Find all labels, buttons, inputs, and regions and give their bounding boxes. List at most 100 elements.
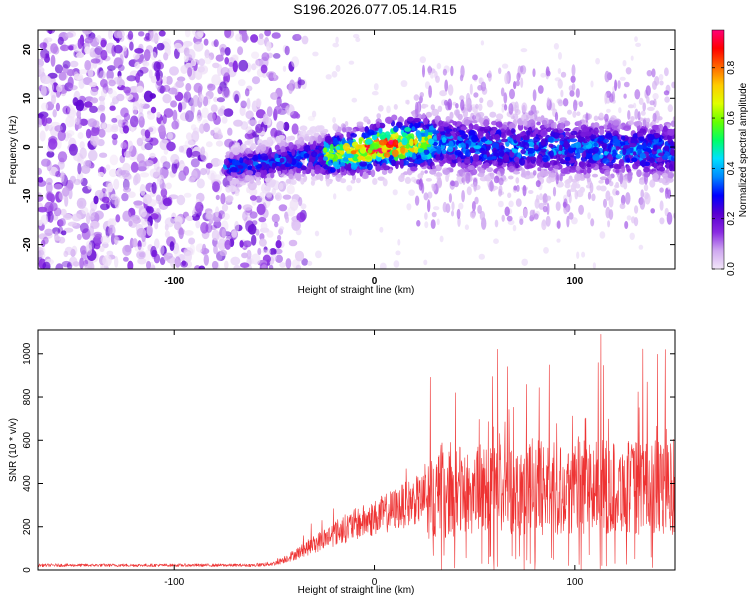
spectrogram-cell [100, 89, 107, 99]
spectrogram-cell [659, 217, 665, 225]
spectrogram-cell [562, 201, 567, 208]
spectrogram-cell [453, 127, 457, 133]
spectrogram-cell [477, 132, 484, 140]
spectrogram-cell [251, 51, 260, 59]
spectrogram-cell [318, 125, 325, 131]
spectrogram-cell [185, 83, 192, 92]
spectrogram-cell [120, 170, 130, 178]
spectrogram-cell [392, 139, 399, 148]
spectrogram-cell [540, 148, 547, 153]
spectrogram-cell [306, 260, 313, 266]
spectrogram-cell [460, 126, 468, 131]
spectrogram-cell [469, 155, 474, 164]
spectrogram-cell [602, 158, 610, 164]
spectrogram-cell [521, 258, 528, 266]
spectrogram-cell [479, 127, 485, 132]
spectrogram-cell [463, 157, 471, 166]
spectrogram-cell [424, 170, 428, 174]
spectrogram-cell [604, 169, 610, 177]
spectrogram-cell [628, 142, 637, 148]
spectrogram-cell [238, 79, 246, 87]
spectrogram-cell [255, 178, 260, 183]
spectrogram-cells [38, 30, 675, 269]
spectrogram-cell [94, 46, 103, 55]
spectrogram-cell [234, 93, 240, 104]
spectrogram-cell [627, 104, 635, 109]
spectrogram-cell [85, 244, 93, 256]
spectrogram-cell [325, 74, 332, 80]
spectrogram-cell [237, 46, 244, 56]
spectrogram-cell [498, 200, 504, 208]
spectrogram-cell [424, 137, 429, 141]
spectrogram-cell [167, 132, 173, 140]
spectrogram-cell [298, 137, 302, 144]
spectrogram-cell [286, 184, 295, 195]
spectrogram-cell [113, 57, 123, 69]
spectrogram-cell [258, 33, 264, 39]
spectrogram-cell [350, 179, 356, 184]
spectrogram-cell [437, 105, 443, 113]
spectrogram-cell [533, 213, 539, 220]
spectrogram-cell [346, 131, 351, 139]
spectrogram-cell [646, 70, 653, 77]
spectrogram-cell [592, 146, 599, 154]
spectrogram-cell [164, 230, 170, 238]
spectrogram-cell [615, 190, 620, 196]
spectrogram-cell [56, 84, 63, 93]
spectrogram-cell [107, 87, 113, 95]
spectrogram-cell [498, 67, 502, 75]
spectrogram-cell [644, 193, 651, 205]
spectrogram-cell [251, 234, 257, 246]
spectrogram-cell [295, 33, 301, 39]
spectrogram-cell [624, 221, 629, 229]
spectrogram-cell [223, 158, 229, 166]
spectrogram-cell [512, 134, 517, 141]
spectrogram-cell [38, 176, 44, 183]
spectrogram-cell [174, 256, 181, 268]
spectrogram-cell [245, 220, 255, 233]
spectrogram-cell [242, 204, 253, 211]
spectrogram-cell [247, 165, 253, 170]
spectrogram-cell [476, 161, 483, 166]
spectrogram-cell [45, 182, 53, 194]
spectrogram-cell [667, 104, 673, 113]
spectrogram-cell [556, 220, 561, 229]
spectrogram-cell [260, 222, 268, 231]
spectrogram-cell [423, 259, 428, 266]
spectrogram-cell [618, 158, 625, 167]
spectrogram-cell [416, 220, 421, 227]
spectrogram-cell [197, 154, 206, 162]
spectrogram-cell [443, 99, 449, 106]
spectrogram-cell [302, 176, 307, 183]
spectrogram-cell [319, 174, 324, 182]
spectrogram-cell [634, 89, 641, 100]
spectrogram-cell [162, 114, 167, 125]
spectrogram-cell [615, 146, 620, 151]
spectrogram-cell [71, 213, 82, 222]
spectrogram-cell [631, 216, 636, 224]
spectrogram-cell [630, 116, 635, 122]
spectrogram-cell [252, 161, 259, 166]
spectrogram-cell [379, 226, 384, 233]
spectrogram-cell [135, 72, 141, 84]
spectrogram-cell [179, 112, 190, 122]
spectrogram-cell [168, 87, 178, 95]
spectrogram-cell [355, 144, 363, 150]
spectrogram-cell [266, 230, 274, 238]
spectrogram-cell [560, 168, 569, 174]
spectrogram-cell [303, 153, 310, 159]
spectrogram-cell [102, 255, 112, 267]
spectrogram-cell [576, 147, 584, 154]
spectrogram-cell [362, 133, 370, 139]
spectrogram-cell [145, 32, 151, 41]
spectrogram-cell [643, 166, 650, 173]
spectrogram-cell [295, 113, 301, 119]
spectrogram-cell [274, 221, 279, 228]
spectrogram-cell [127, 191, 136, 198]
spectrogram-cell [489, 111, 497, 118]
spectrogram-cell [537, 167, 542, 172]
spectrogram-cell [76, 197, 87, 209]
spectrogram-cell [257, 247, 262, 256]
spectrogram-cell [224, 57, 229, 65]
spectrogram-cell [494, 134, 501, 141]
